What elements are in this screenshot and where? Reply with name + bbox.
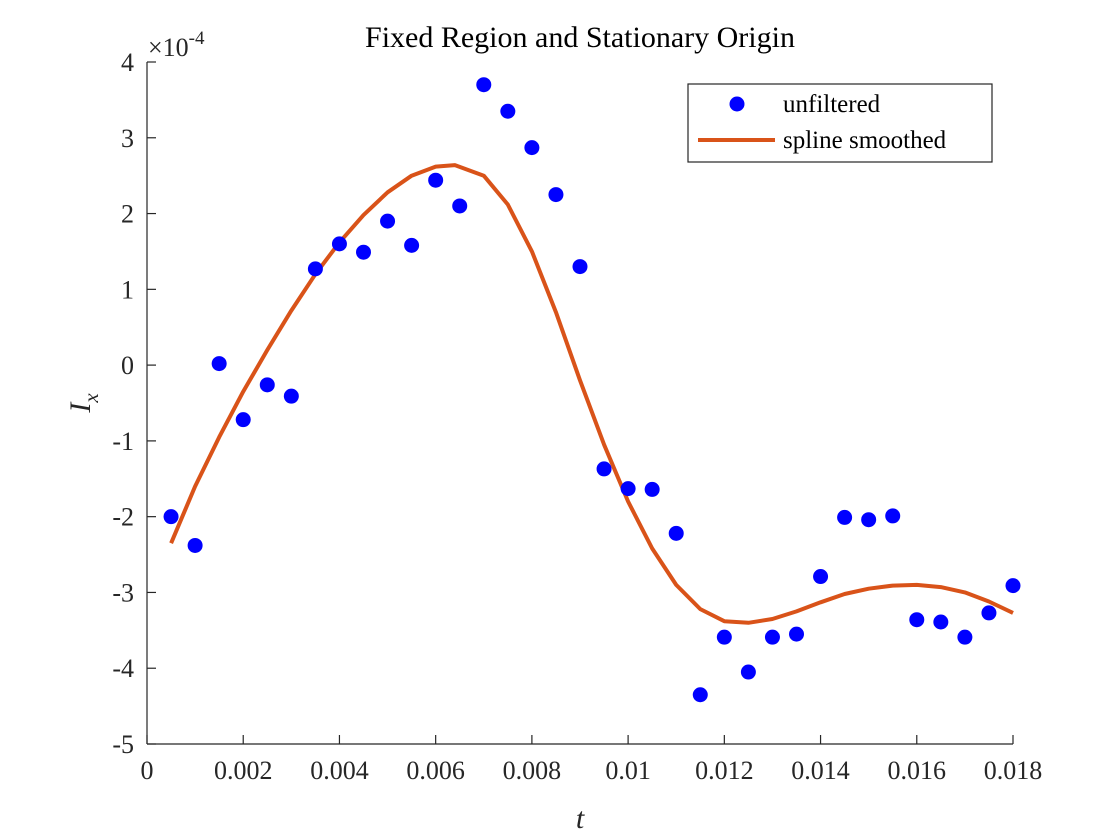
- data-point-unfiltered: [380, 213, 396, 229]
- y-tick-label: 0: [121, 351, 134, 380]
- x-tick-label: 0.004: [310, 756, 369, 785]
- data-point-unfiltered: [957, 629, 973, 645]
- legend-label: spline smoothed: [783, 127, 947, 154]
- data-point-unfiltered: [283, 388, 299, 404]
- y-tick-label: 2: [121, 200, 134, 229]
- svg-text:×10-4: ×10-4: [148, 28, 205, 62]
- data-point-unfiltered: [259, 377, 275, 393]
- data-point-unfiltered: [476, 77, 492, 93]
- x-tick-label: 0.002: [214, 756, 273, 785]
- y-tick-label: -1: [112, 427, 134, 456]
- data-point-unfiltered: [716, 629, 732, 645]
- x-tick-label: 0.016: [888, 756, 947, 785]
- data-point-unfiltered: [740, 664, 756, 680]
- legend-label: unfiltered: [783, 91, 881, 118]
- exponent-power: -4: [189, 28, 205, 49]
- data-point-unfiltered: [404, 237, 420, 253]
- data-point-unfiltered: [668, 525, 684, 541]
- y-tick-label: -4: [112, 654, 134, 683]
- y-axis-exponent: ×10-4: [148, 28, 205, 62]
- data-point-unfiltered: [813, 569, 829, 585]
- data-point-unfiltered: [163, 509, 179, 525]
- y-axis-label-subscript: x: [79, 393, 103, 404]
- data-point-unfiltered: [837, 509, 853, 525]
- x-tick-label: 0.01: [605, 756, 651, 785]
- data-point-unfiltered: [307, 261, 323, 277]
- data-point-unfiltered: [789, 626, 804, 642]
- data-point-unfiltered: [187, 537, 203, 553]
- data-point-unfiltered: [764, 629, 780, 645]
- x-tick-label: 0.018: [984, 756, 1043, 785]
- data-point-unfiltered: [933, 614, 949, 630]
- data-point-unfiltered: [692, 687, 708, 703]
- data-point-unfiltered: [620, 481, 636, 497]
- legend-marker-unfiltered: [729, 96, 745, 112]
- data-point-unfiltered: [235, 412, 251, 428]
- data-point-unfiltered: [861, 512, 877, 528]
- data-point-unfiltered: [331, 236, 347, 252]
- data-point-unfiltered: [211, 356, 227, 372]
- svg-text:Ix: Ix: [64, 393, 103, 414]
- x-tick-label: 0: [141, 756, 154, 785]
- data-point-unfiltered: [644, 481, 660, 497]
- y-axis-label-base: I: [64, 401, 97, 414]
- y-tick-label: -3: [112, 578, 134, 607]
- x-tick-label: 0.008: [503, 756, 562, 785]
- x-axis-label: t: [576, 802, 585, 835]
- x-tick-label: 0.006: [406, 756, 465, 785]
- data-point-unfiltered: [428, 172, 444, 188]
- y-tick-label: 4: [121, 48, 134, 77]
- x-tick-label: 0.014: [791, 756, 850, 785]
- series-line-spline-smoothed: [169, 163, 1014, 625]
- legend: unfiltered spline smoothed: [687, 83, 993, 163]
- data-point-unfiltered: [981, 605, 997, 621]
- y-tick-label: 1: [121, 275, 134, 304]
- y-tick-label: -2: [112, 503, 134, 532]
- data-point-unfiltered: [909, 612, 925, 628]
- y-axis-label: Ix: [64, 393, 103, 414]
- axes: 0 0.002 0.004 0.006 0.008 0.01 0.012 0.014 0.016…: [112, 48, 1042, 785]
- chart-title: Fixed Region and Stationary Origin: [365, 21, 795, 54]
- data-point-unfiltered: [500, 103, 516, 119]
- y-tick-label: -5: [112, 730, 134, 759]
- y-tick-label: 3: [121, 124, 134, 153]
- x-tick-label: 0.012: [695, 756, 754, 785]
- data-point-unfiltered: [572, 259, 588, 275]
- exponent-base: ×10: [148, 33, 189, 62]
- plot-area: [163, 77, 1021, 703]
- data-point-unfiltered: [596, 461, 612, 477]
- data-point-unfiltered: [548, 187, 564, 203]
- data-point-unfiltered: [885, 508, 901, 524]
- data-point-unfiltered: [452, 198, 468, 214]
- data-point-unfiltered: [524, 140, 540, 156]
- data-point-unfiltered: [1005, 578, 1021, 594]
- data-point-unfiltered: [356, 244, 371, 260]
